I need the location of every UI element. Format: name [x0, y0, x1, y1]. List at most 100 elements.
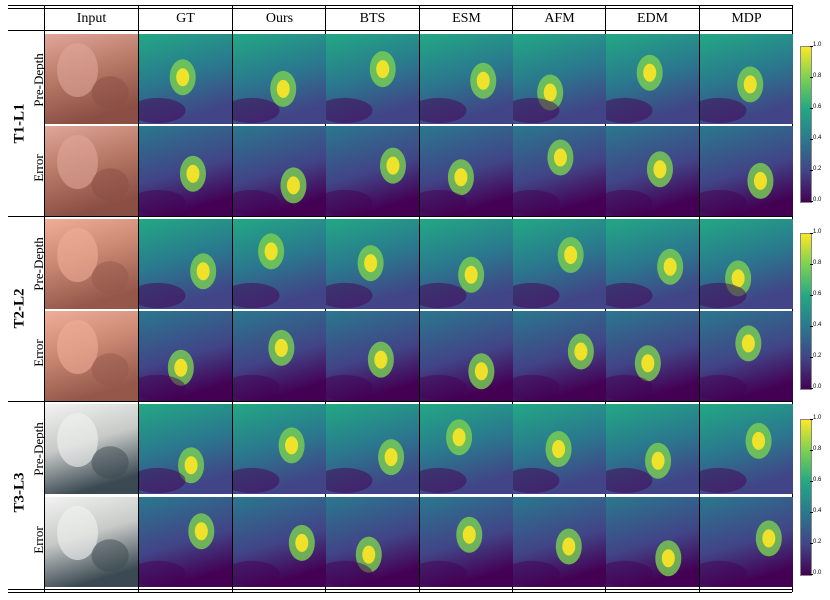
colorbar-tick-label: 0.8: [813, 446, 822, 452]
colorbar-tick-label: 0.8: [813, 260, 822, 266]
colorbar-tick-label: 0.8: [813, 73, 822, 79]
image-edm-pre-depth: [606, 404, 699, 494]
top-rule-2: [8, 8, 792, 9]
colorbar-tick-label: 0.0: [813, 197, 822, 203]
image-bts-error: [326, 311, 419, 401]
header-rule: [8, 30, 792, 31]
column-header-ours: Ours: [265, 11, 294, 26]
image-gt-pre-depth: [139, 219, 232, 309]
image-edm-pre-depth: [606, 219, 699, 309]
image-ours-error: [233, 497, 326, 587]
image-gt-error: [139, 497, 232, 587]
image-gt-error: [139, 126, 232, 216]
image-esm-error: [420, 126, 513, 216]
image-input-pre-depth: [45, 34, 138, 124]
colorbar-tick-label: 0.6: [813, 104, 822, 110]
colorbar-tick-label: 0.0: [813, 384, 822, 390]
colorbar-tick-label: 0.4: [813, 508, 822, 514]
colorbar-tick-label: 1.0: [813, 42, 822, 48]
column-header-mdp: MDP: [731, 11, 762, 26]
colorbar-tick-mark: [810, 170, 813, 171]
colorbar-tick-mark: [810, 543, 813, 544]
image-input-pre-depth: [45, 404, 138, 494]
group-rule-1: [8, 216, 792, 217]
colorbar-tick-mark: [810, 574, 813, 575]
colorbar-tick-mark: [810, 450, 813, 451]
colorbar-tick-label: 0.6: [813, 477, 822, 483]
image-afm-pre-depth: [513, 34, 606, 124]
colorbar-tick-mark: [810, 233, 813, 234]
image-afm-pre-depth: [513, 404, 606, 494]
image-bts-pre-depth: [326, 404, 419, 494]
top-rule-1: [8, 5, 792, 6]
colorbar-tick-mark: [810, 201, 813, 202]
image-edm-error: [606, 497, 699, 587]
colorbar-tick-mark: [810, 46, 813, 47]
column-header-afm: AFM: [544, 11, 575, 26]
colorbar: [800, 233, 812, 390]
image-input-error: [45, 126, 138, 216]
colorbar-tick-mark: [810, 388, 813, 389]
colorbar-tick-label: 0.2: [813, 353, 822, 359]
image-mdp-error: [700, 126, 793, 216]
image-esm-pre-depth: [420, 34, 513, 124]
colorbar: [800, 419, 812, 576]
colorbar-tick-label: 0.4: [813, 322, 822, 328]
column-header-esm: ESM: [452, 11, 481, 26]
colorbar-tick-label: 0.0: [813, 570, 822, 576]
colorbar: [800, 46, 812, 203]
colorbar-tick-mark: [810, 77, 813, 78]
image-input-pre-depth: [45, 219, 138, 309]
bottom-rule-1: [8, 589, 792, 590]
image-mdp-error: [700, 311, 793, 401]
colorbar-tick-mark: [810, 357, 813, 358]
column-separator: [44, 5, 45, 592]
image-bts-error: [326, 497, 419, 587]
image-afm-error: [513, 311, 606, 401]
image-ours-error: [233, 311, 326, 401]
image-esm-pre-depth: [420, 219, 513, 309]
colorbar-tick-label: 0.4: [813, 135, 822, 141]
image-mdp-error: [700, 497, 793, 587]
colorbar-tick-mark: [810, 295, 813, 296]
image-mdp-pre-depth: [700, 404, 793, 494]
image-esm-pre-depth: [420, 404, 513, 494]
image-bts-pre-depth: [326, 219, 419, 309]
colorbar-tick-mark: [810, 481, 813, 482]
bottom-rule-2: [8, 592, 792, 593]
image-esm-error: [420, 497, 513, 587]
image-esm-error: [420, 311, 513, 401]
image-edm-error: [606, 311, 699, 401]
group-label-t2-l2: T2-L2: [11, 288, 28, 329]
image-gt-error: [139, 311, 232, 401]
group-label-t3-l3: T3-L3: [11, 472, 28, 513]
colorbar-tick-label: 1.0: [813, 415, 822, 421]
image-afm-error: [513, 497, 606, 587]
colorbar-tick-mark: [810, 108, 813, 109]
image-edm-error: [606, 126, 699, 216]
image-afm-pre-depth: [513, 219, 606, 309]
column-header-gt: GT: [176, 11, 195, 26]
image-gt-pre-depth: [139, 34, 232, 124]
image-mdp-pre-depth: [700, 219, 793, 309]
image-gt-pre-depth: [139, 404, 232, 494]
colorbar-tick-mark: [810, 512, 813, 513]
group-label-t1-l1: T1-L1: [11, 103, 28, 144]
image-ours-error: [233, 126, 326, 216]
colorbar-tick-mark: [810, 326, 813, 327]
image-ours-pre-depth: [233, 404, 326, 494]
image-mdp-pre-depth: [700, 34, 793, 124]
column-header-bts: BTS: [359, 11, 386, 26]
image-ours-pre-depth: [233, 34, 326, 124]
colorbar-tick-mark: [810, 139, 813, 140]
image-input-error: [45, 497, 138, 587]
group-rule-2: [8, 401, 792, 402]
column-header-input: Input: [76, 11, 107, 26]
column-header-edm: EDM: [636, 11, 669, 26]
colorbar-tick-label: 0.2: [813, 539, 822, 545]
colorbar-tick-label: 0.2: [813, 166, 822, 172]
image-edm-pre-depth: [606, 34, 699, 124]
image-input-error: [45, 311, 138, 401]
colorbar-tick-label: 1.0: [813, 229, 822, 235]
image-afm-error: [513, 126, 606, 216]
